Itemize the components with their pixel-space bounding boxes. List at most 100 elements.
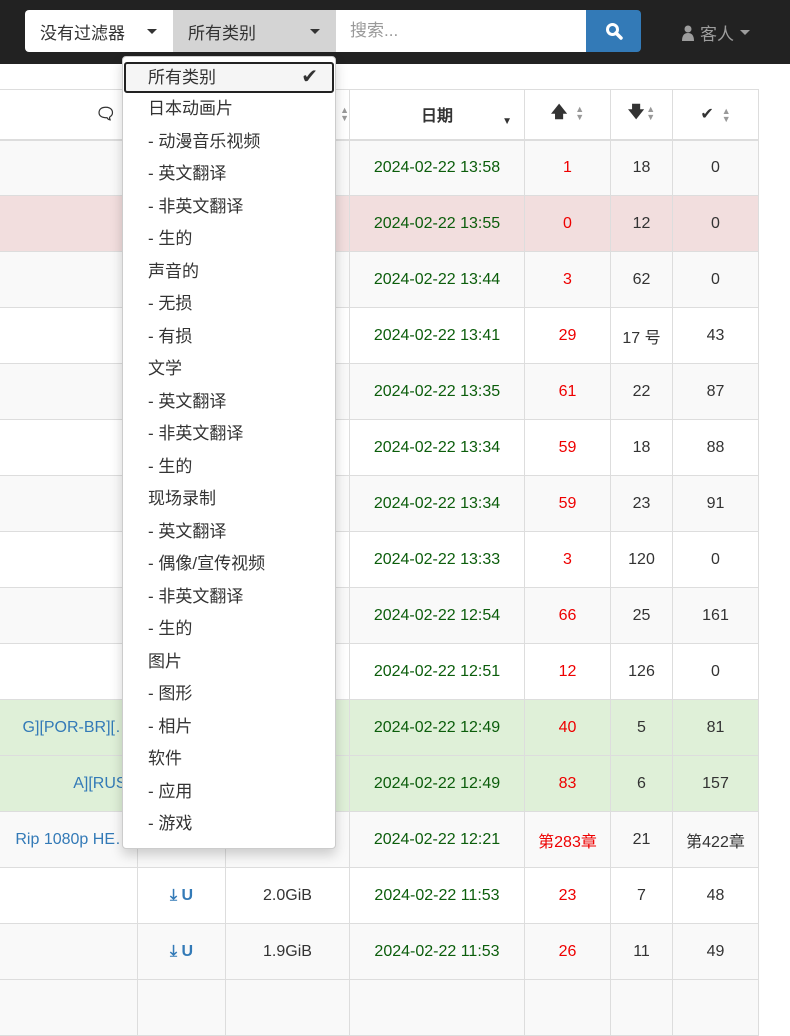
search-input[interactable] bbox=[336, 10, 586, 52]
leechers-cell: 126 bbox=[610, 643, 673, 700]
category-menu-item[interactable]: - 非英文翻译 bbox=[123, 581, 335, 614]
download-icon[interactable]: ⤓ bbox=[169, 942, 178, 960]
size-cell: 1.9GiB bbox=[225, 923, 350, 980]
category-menu-item[interactable]: 软件 bbox=[123, 743, 335, 776]
category-menu-item[interactable]: - 图形 bbox=[123, 678, 335, 711]
menu-item-label: - 非英文翻译 bbox=[148, 424, 244, 443]
date-cell: 2024-02-22 11:53 bbox=[349, 923, 525, 980]
completed-cell: 87 bbox=[672, 363, 759, 420]
date-header[interactable]: 日期 ▼ bbox=[349, 89, 525, 141]
torrent-name-link[interactable] bbox=[0, 195, 138, 252]
magnet-icon[interactable]: U bbox=[181, 886, 194, 904]
torrent-name-link[interactable] bbox=[0, 867, 138, 924]
menu-item-label: 所有类别 bbox=[148, 68, 216, 87]
category-menu-item[interactable]: 声音的 bbox=[123, 256, 335, 289]
table-row bbox=[0, 979, 759, 1036]
torrent-name-link[interactable]: G][POR-BR][… bbox=[0, 699, 138, 756]
seeders-header[interactable]: 🡅 ▲ ▼ bbox=[524, 89, 611, 141]
menu-item-label: - 游戏 bbox=[148, 814, 193, 833]
torrent-name-link[interactable] bbox=[0, 251, 138, 308]
seeders-cell: 40 bbox=[524, 699, 611, 756]
leechers-cell: 22 bbox=[610, 363, 673, 420]
torrent-name-link[interactable]: Rip 1080p HE… bbox=[0, 811, 138, 868]
leechers-header[interactable]: 🡇 ▲ ▼ bbox=[610, 89, 673, 141]
caret-down-icon bbox=[740, 30, 750, 35]
menu-item-label: - 无损 bbox=[148, 294, 193, 313]
torrent-name-link[interactable] bbox=[0, 923, 138, 980]
menu-item-label: - 偶像/宣传视频 bbox=[148, 554, 266, 573]
torrent-name-link[interactable] bbox=[0, 587, 138, 644]
category-menu-item[interactable]: - 偶像/宣传视频 bbox=[123, 548, 335, 581]
filter-dropdown[interactable]: 没有过滤器 bbox=[25, 10, 173, 52]
completed-header[interactable]: ✔ ▲ ▼ bbox=[672, 89, 759, 141]
filter-label: 没有过滤器 bbox=[40, 23, 125, 43]
search-button[interactable] bbox=[586, 10, 641, 52]
category-menu-item[interactable]: - 英文翻译 bbox=[123, 516, 335, 549]
check-icon: ✔ bbox=[301, 66, 318, 88]
category-menu-item[interactable]: - 应用 bbox=[123, 776, 335, 809]
magnet-icon[interactable]: U bbox=[181, 942, 194, 960]
category-menu-item[interactable]: 日本动画片 bbox=[123, 93, 335, 126]
table-row: A][RUS] 2024-02-22 12:49 83 6 157 bbox=[0, 755, 759, 812]
category-menu-item[interactable]: - 英文翻译 bbox=[123, 158, 335, 191]
category-menu-item[interactable]: - 生的 bbox=[123, 451, 335, 484]
torrent-name-link[interactable] bbox=[0, 643, 138, 700]
torrent-name-link[interactable] bbox=[0, 475, 138, 532]
category-menu-item[interactable]: 文学 bbox=[123, 353, 335, 386]
date-cell: 2024-02-22 12:21 bbox=[349, 811, 525, 868]
date-cell: 2024-02-22 13:35 bbox=[349, 363, 525, 420]
completed-cell: 0 bbox=[672, 139, 759, 196]
seeders-cell: 3 bbox=[524, 531, 611, 588]
table-row: ⤓ U 2.0GiB 2024-02-22 11:53 23 7 48 bbox=[0, 867, 759, 924]
category-menu-item[interactable]: - 游戏 bbox=[123, 808, 335, 841]
torrent-name-link[interactable] bbox=[0, 531, 138, 588]
torrent-name-link[interactable] bbox=[0, 419, 138, 476]
date-cell: 2024-02-22 12:51 bbox=[349, 643, 525, 700]
category-menu-item[interactable]: - 无损 bbox=[123, 288, 335, 321]
sort-icon: ▲▼ bbox=[575, 103, 585, 122]
category-menu-item[interactable]: - 英文翻译 bbox=[123, 386, 335, 419]
date-cell: 2024-02-22 13:33 bbox=[349, 531, 525, 588]
seeders-cell: 26 bbox=[524, 923, 611, 980]
category-menu-item[interactable]: - 生的 bbox=[123, 223, 335, 256]
size-cell: 2.0GiB bbox=[225, 867, 350, 924]
comments-icon: 🗨 bbox=[95, 106, 117, 124]
navbar: 没有过滤器 所有类别 客人 bbox=[0, 0, 790, 64]
table-row: 2024-02-22 12:51 12 126 0 bbox=[0, 643, 759, 700]
menu-item-label: - 动漫音乐视频 bbox=[148, 131, 261, 151]
category-menu-item[interactable]: 所有类别 ✔ bbox=[124, 62, 334, 93]
category-dropdown[interactable]: 所有类别 bbox=[173, 10, 336, 52]
download-icon[interactable]: ⤓ bbox=[169, 886, 178, 904]
user-menu[interactable]: 客人 bbox=[682, 20, 750, 45]
torrent-name-link[interactable]: A][RUS] bbox=[0, 755, 138, 812]
category-menu-item[interactable]: 现场录制 bbox=[123, 483, 335, 516]
torrent-name-link[interactable] bbox=[0, 307, 138, 364]
table-row: 2024-02-22 13:34 59 18 88 bbox=[0, 419, 759, 476]
date-cell: 2024-02-22 13:34 bbox=[349, 475, 525, 532]
leechers-cell: 25 bbox=[610, 587, 673, 644]
torrent-name-link[interactable] bbox=[0, 139, 138, 196]
arrow-up-icon: 🡅 bbox=[550, 103, 568, 121]
menu-item-label: - 非英文翻译 bbox=[148, 196, 244, 216]
category-menu-item[interactable]: - 有损 bbox=[123, 321, 335, 354]
seeders-cell: 66 bbox=[524, 587, 611, 644]
date-cell: 2024-02-22 12:49 bbox=[349, 755, 525, 812]
category-menu-item[interactable]: - 动漫音乐视频 bbox=[123, 126, 335, 159]
category-menu-item[interactable]: - 非英文翻译 bbox=[123, 191, 335, 224]
comments-header[interactable]: 🗨▲▼ bbox=[0, 89, 138, 141]
seeders-cell: 23 bbox=[524, 867, 611, 924]
completed-cell: 49 bbox=[672, 923, 759, 980]
leechers-cell: 23 bbox=[610, 475, 673, 532]
menu-item-label: - 相片 bbox=[148, 716, 193, 736]
category-menu-item[interactable]: - 相片 bbox=[123, 711, 335, 744]
torrent-name-link[interactable] bbox=[0, 363, 138, 420]
category-menu-item[interactable]: - 非英文翻译 bbox=[123, 418, 335, 451]
table-row: Rip 1080p HE… 2024-02-22 12:21 第283章 21 … bbox=[0, 811, 759, 868]
date-cell: 2024-02-22 13:55 bbox=[349, 195, 525, 252]
menu-item-label: - 生的 bbox=[148, 619, 193, 638]
category-menu-item[interactable]: 图片 bbox=[123, 646, 335, 679]
category-menu-item[interactable]: - 生的 bbox=[123, 613, 335, 646]
menu-item-label: - 有损 bbox=[148, 326, 193, 346]
table-row: G][POR-BR][… 2024-02-22 12:49 40 5 81 bbox=[0, 699, 759, 756]
menu-item-label: 现场录制 bbox=[148, 489, 216, 508]
